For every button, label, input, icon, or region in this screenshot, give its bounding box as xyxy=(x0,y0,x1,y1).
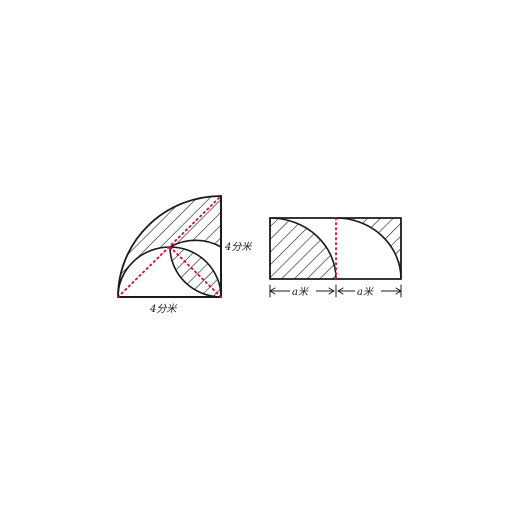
right-left-width-label: a米 xyxy=(292,286,309,298)
right-right-arc xyxy=(335,217,402,280)
left-figure: 4分米 4分米 xyxy=(117,195,252,315)
right-left-shaded-region xyxy=(270,218,336,279)
left-side-label: 4分米 xyxy=(224,241,252,253)
right-right-label-bg xyxy=(355,284,381,297)
left-inner-arc-upper xyxy=(117,239,222,298)
right-left-arc xyxy=(269,217,337,280)
right-right-width-label: a米 xyxy=(357,286,374,298)
right-dimension-arrow-left-end xyxy=(328,287,335,295)
right-corner-shaded-region xyxy=(336,218,401,279)
left-bottom-label: 4分米 xyxy=(149,303,177,315)
left-dotted-radius xyxy=(169,246,222,298)
left-lens-arc-lower xyxy=(169,246,222,298)
left-quarter-arc xyxy=(117,195,222,298)
right-figure: a米 a米 xyxy=(269,217,402,298)
right-left-label-bg xyxy=(290,284,316,297)
right-dimension-arrow-right-start xyxy=(337,287,344,295)
